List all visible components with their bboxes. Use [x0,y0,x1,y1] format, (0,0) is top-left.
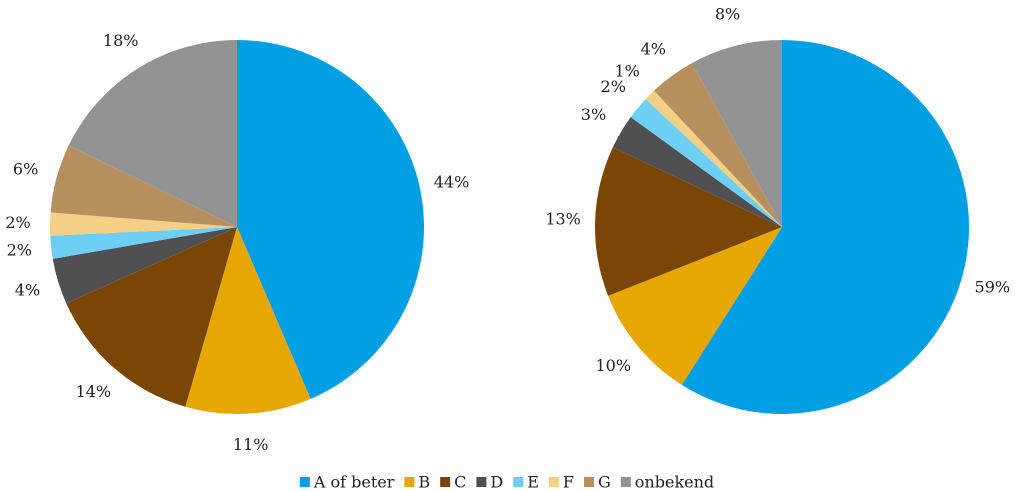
data-label: 2% [7,240,32,259]
data-label: 8% [715,4,740,23]
data-label: 59% [975,278,1011,297]
data-label: 1% [614,62,639,81]
pie-slice [608,227,782,385]
pie-slice [653,63,782,228]
pie-slice [50,145,237,227]
legend-label: E [527,473,539,491]
pie-slice [681,40,970,414]
legend-label: onbekend [635,473,714,491]
data-label: 2% [601,77,626,96]
legend-label: B [418,473,430,491]
data-label: 3% [581,105,606,124]
pie-slice [66,227,238,407]
pie-slice [237,40,424,399]
pie-slice [691,40,782,227]
pie-slice [68,40,238,227]
legend-label: G [598,473,611,491]
pie-slice [630,98,782,228]
pie-slice [52,227,237,304]
legend-swatch [548,477,559,487]
legend-swatch [440,477,451,487]
legend-label: C [454,473,466,491]
pie-slice [185,227,311,414]
legend-swatch [476,477,487,487]
data-label: 4% [641,39,666,58]
data-label: 10% [595,356,631,375]
legend-swatch [620,477,631,487]
pie-slice [595,147,782,296]
data-label: 11% [233,435,269,454]
legend-swatch [584,477,595,487]
pie-slice [49,212,237,236]
data-label: 2% [5,213,30,232]
data-label: 4% [15,280,40,299]
data-label: 14% [76,382,112,401]
data-label: 44% [434,173,470,192]
data-label: 18% [103,31,139,50]
legend-swatch [404,477,415,487]
legend-swatch [299,477,310,487]
legend-swatch [513,477,524,487]
pie-slice [50,227,237,259]
data-label: 6% [13,159,38,178]
legend-label: A of beter [313,473,395,491]
data-label: 13% [545,210,581,229]
legend-label: D [490,473,503,491]
pie-slice [612,117,782,227]
legend-label: F [563,473,574,491]
pie-slice [645,90,782,228]
